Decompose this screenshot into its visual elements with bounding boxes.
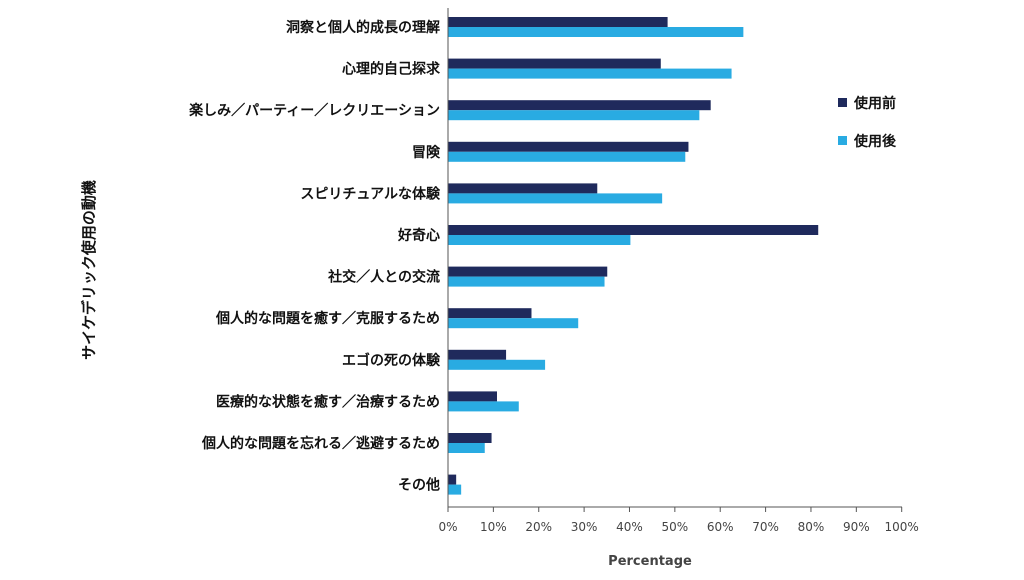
x-tick-label: 80% [798,520,825,534]
y-axis-title: サイケデリック使用の動機 [80,180,98,360]
bar-before [448,225,819,235]
bar-before [448,58,661,69]
category-label: 心理的自己探求 [342,61,441,78]
category-labels: 洞察と個人的成長の理解心理的自己探求楽しみ／パーティー／レクリエーション冒険スピ… [188,19,441,494]
bars-group [448,17,819,495]
x-tick-label: 20% [525,520,552,534]
bar-before [448,100,711,111]
bar-after [448,318,579,329]
category-label: 医療的な状態を癒す／治療するため [216,393,440,410]
category-label: 社交／人との交流 [327,269,440,286]
x-tick-label: 70% [752,520,779,534]
category-label: エゴの死の体験 [342,352,441,369]
bar-before [448,17,668,27]
bar-before [448,433,492,443]
bar-after [448,68,732,79]
x-tick-label: 60% [707,520,734,534]
legend-label: 使用前 [853,95,896,112]
bar-before [448,474,457,485]
bar-before [448,183,598,194]
bar-after [448,151,686,162]
category-label: 洞察と個人的成長の理解 [286,19,440,36]
category-label: スピリチュアルな体験 [300,185,441,202]
x-tick-label: 30% [571,520,598,534]
bar-after [448,235,631,245]
x-tick-label: 50% [662,520,689,534]
x-tick-label: 90% [843,520,870,534]
bar-before [448,308,532,319]
category-label: 冒険 [412,144,441,161]
bar-after [448,401,519,412]
bar-before [448,391,497,402]
bar-after [448,276,605,287]
x-tick-label: 40% [616,520,643,534]
x-tick-label: 100% [885,520,919,534]
category-label: 楽しみ／パーティー／レクリエーション [188,102,440,119]
bar-after [448,484,462,495]
legend-swatch [838,98,847,107]
x-axis-title: Percentage [608,554,692,569]
category-label: 個人的な問題を忘れる／逃避するため [201,435,440,452]
legend-swatch [838,136,847,145]
category-label: その他 [398,477,440,494]
bar-after [448,27,744,37]
x-ticks: 0% 10% 20% 30% 40% 50% 60% 70% 80% 90% 100% [438,507,919,534]
bar-before [448,266,608,277]
bar-after [448,359,546,370]
bar-after [448,193,663,204]
bar-after [448,443,485,453]
category-label: 個人的な問題を癒す／克服するため [215,310,440,327]
bar-before [448,141,689,152]
x-tick-label: 10% [480,520,507,534]
legend-label: 使用後 [853,133,897,150]
bar-before [448,349,507,360]
category-label: 好奇心 [397,227,440,244]
x-tick-label: 0% [438,520,457,534]
bar-after [448,110,700,121]
